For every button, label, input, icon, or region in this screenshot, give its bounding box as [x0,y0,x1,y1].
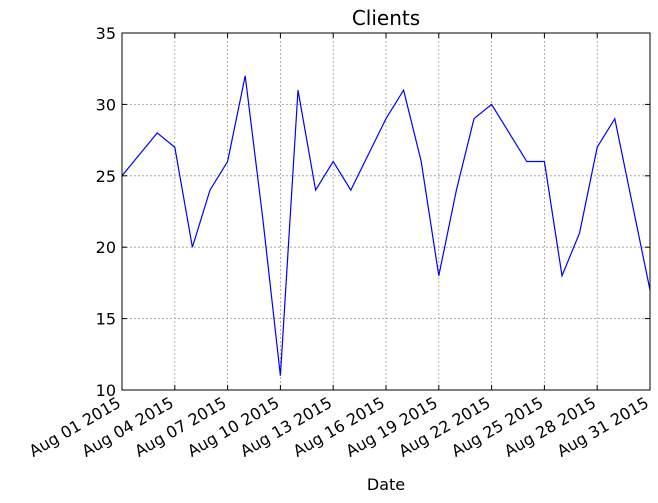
y-tick-label: 25 [96,167,116,186]
x-axis-label: Date [367,475,405,494]
y-tick-label: 20 [96,238,116,257]
y-tick-label: 15 [96,310,116,329]
y-tick-label: 35 [96,24,116,43]
series-layer [121,75,651,376]
y-tick-label: 10 [96,381,116,400]
chart-title: Clients [352,6,420,30]
grid-layer [122,33,650,390]
series-line [121,75,651,376]
y-tick-label: 30 [96,95,116,114]
